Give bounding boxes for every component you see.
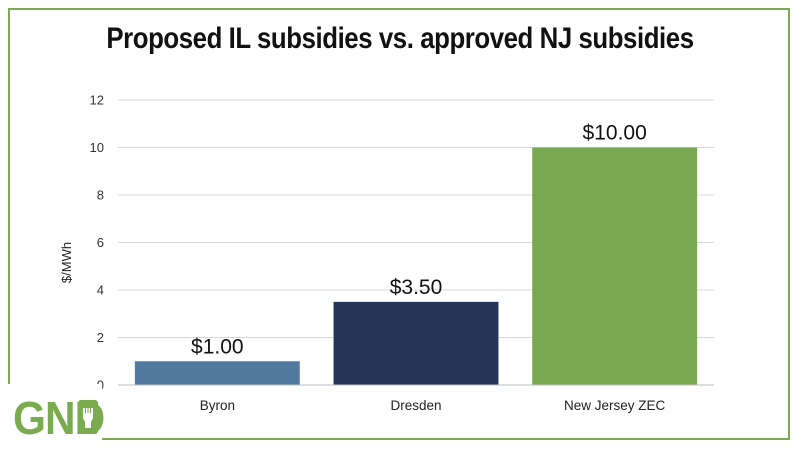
raised-fist-icon: [78, 400, 98, 434]
y-tick-label: 8: [97, 188, 104, 203]
x-axis-ticks: Byron Dresden New Jersey ZEC: [200, 398, 666, 413]
x-tick-label: Dresden: [390, 398, 441, 413]
chart-title: Proposed IL subsidies vs. approved NJ su…: [106, 22, 694, 55]
bar: [333, 301, 499, 385]
y-tick-label: 2: [97, 330, 104, 345]
y-tick-label: 4: [97, 283, 104, 298]
data-label: $3.50: [390, 276, 443, 299]
y-tick-label: 6: [97, 235, 104, 250]
bar: [532, 147, 698, 385]
chart-frame: [8, 8, 790, 440]
bar: [134, 361, 300, 385]
y-tick-label: 12: [90, 93, 104, 108]
y-tick-label: 10: [90, 140, 104, 155]
data-labels: $1.00 $3.50 $10.00: [191, 122, 647, 359]
x-tick-label: Byron: [200, 398, 235, 413]
data-label: $10.00: [583, 122, 647, 145]
data-label: $1.00: [191, 335, 244, 358]
y-axis-label: $/MWh: [59, 242, 74, 283]
x-tick-label: New Jersey ZEC: [564, 398, 666, 413]
bars: [134, 147, 698, 385]
